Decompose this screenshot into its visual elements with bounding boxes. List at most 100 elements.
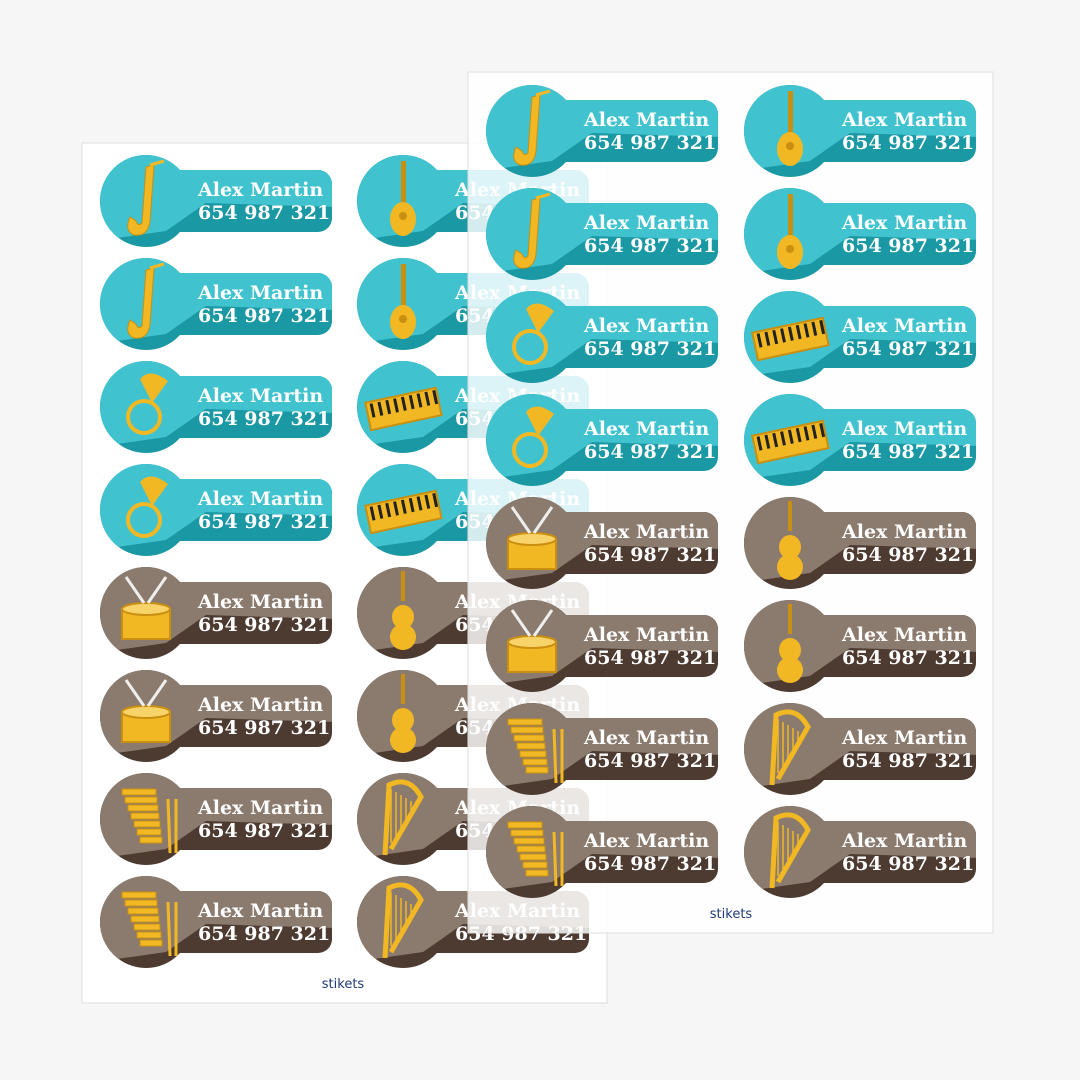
sticker-phone: 654 987 321	[842, 853, 974, 875]
icon-part	[522, 758, 548, 766]
sticker-phone: 654 987 321	[198, 305, 330, 327]
sticker-name: Alex Martin	[197, 900, 323, 922]
icon-part	[369, 403, 376, 418]
icon-part	[408, 497, 415, 513]
icon-part	[819, 422, 826, 438]
sticker-name: Alex Martin	[583, 727, 709, 749]
icon-part	[819, 319, 826, 335]
brand: stikets	[322, 977, 365, 992]
icon-part	[390, 624, 416, 650]
sticker-phone: 654 987 321	[584, 853, 716, 875]
sticker-phone: 654 987 321	[842, 338, 974, 360]
sticker-name: Alex Martin	[197, 282, 323, 304]
icon-part	[121, 891, 157, 899]
icon-part	[788, 194, 793, 240]
icon-part	[777, 657, 803, 683]
icon-part	[121, 602, 171, 616]
sticker-phone: 654 987 321	[842, 441, 974, 463]
icon-part	[507, 635, 557, 649]
icon-part	[779, 638, 801, 662]
icon-part	[777, 554, 803, 580]
icon-part	[127, 164, 155, 236]
sticker-phone: 654 987 321	[584, 441, 716, 463]
icon-part	[769, 812, 811, 889]
icon-part	[126, 399, 162, 435]
icon-part	[140, 476, 168, 506]
icon-part	[140, 373, 168, 403]
brand: stikets	[710, 907, 753, 922]
sticker-name: Alex Martin	[841, 418, 967, 440]
icon-part	[401, 674, 405, 704]
sticker-body	[744, 394, 976, 486]
icon-part	[513, 837, 545, 845]
icon-part	[513, 734, 545, 742]
icon-part	[787, 429, 794, 444]
sticker-name: Alex Martin	[841, 212, 967, 234]
icon-part	[377, 504, 384, 519]
icon-part	[124, 679, 168, 707]
icon-part	[756, 333, 763, 348]
icon-part	[390, 727, 416, 753]
icon-part	[513, 197, 541, 269]
sticker-phone: 654 987 321	[198, 820, 330, 842]
icon-part	[399, 212, 407, 220]
icon-part	[127, 907, 159, 915]
sticker-phone: 654 987 321	[842, 544, 974, 566]
sticker-light	[486, 85, 718, 171]
icon-part	[526, 406, 554, 436]
icon-part	[133, 923, 161, 931]
sticker-light	[744, 291, 976, 377]
icon-part	[127, 267, 155, 339]
sticker-phone: 654 987 321	[198, 614, 330, 636]
icon-part	[432, 492, 439, 508]
icon-part	[786, 245, 794, 253]
icon-part	[124, 576, 168, 604]
icon-part	[401, 264, 406, 310]
sticker-light	[744, 394, 976, 480]
icon-part	[811, 321, 818, 336]
sticker-name: Alex Martin	[841, 624, 967, 646]
icon-part	[811, 424, 818, 439]
icon-part	[525, 869, 549, 877]
icon-part	[424, 494, 431, 509]
icon-part	[124, 899, 158, 907]
icon-part	[535, 192, 551, 200]
sticker-name: Alex Martin	[583, 521, 709, 543]
icon-part	[780, 431, 786, 446]
icon-part	[519, 750, 547, 758]
icon-part	[392, 605, 414, 629]
icon-part	[786, 142, 794, 150]
icon-part	[513, 94, 541, 166]
icon-part	[401, 161, 406, 207]
icon-part	[127, 804, 159, 812]
sticker-phone: 654 987 321	[584, 235, 716, 257]
icon-part	[516, 845, 546, 853]
icon-part	[510, 506, 554, 534]
sticker-name: Alex Martin	[583, 315, 709, 337]
sticker-body	[100, 258, 332, 350]
sticker-phone: 654 987 321	[198, 717, 330, 739]
sticker-phone: 654 987 321	[584, 544, 716, 566]
sticker-light	[100, 258, 332, 344]
icon-part	[133, 820, 161, 828]
icon-part	[522, 861, 548, 869]
icon-part	[764, 434, 771, 449]
icon-part	[788, 91, 793, 137]
icon-part	[803, 323, 810, 338]
